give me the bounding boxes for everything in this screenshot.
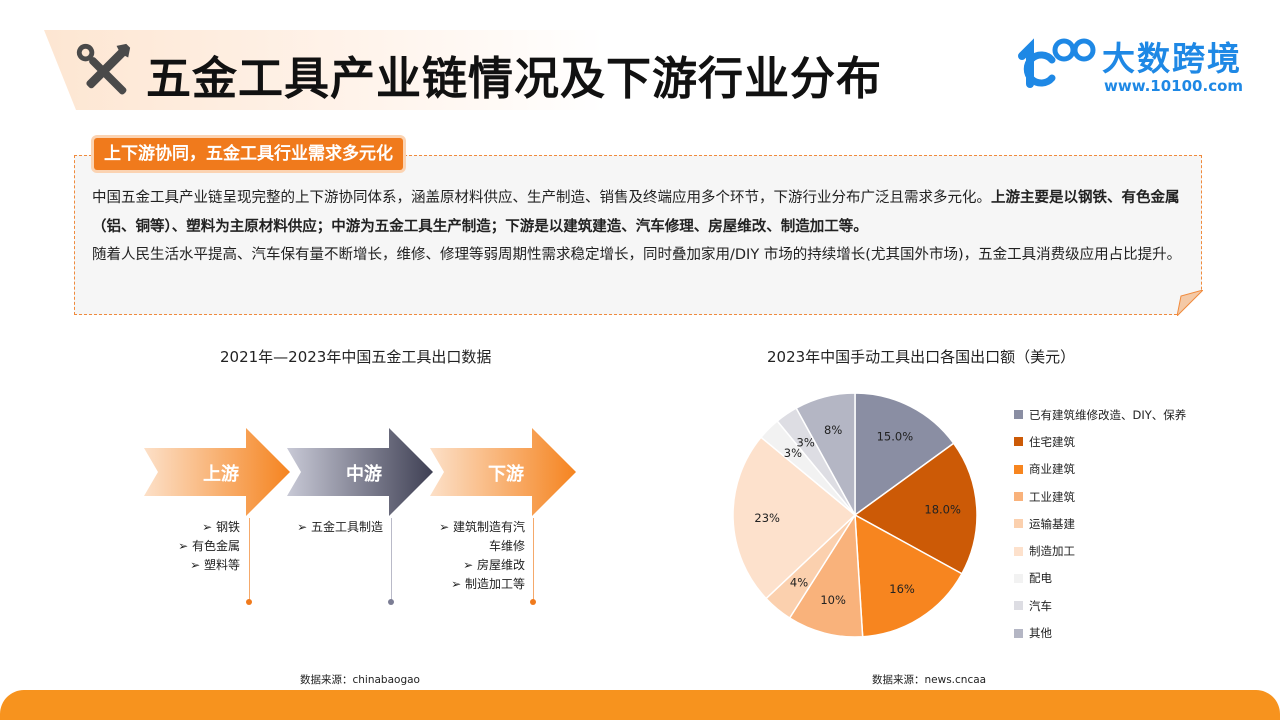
legend-label: 运输基建: [1029, 516, 1075, 531]
legend-swatch: [1014, 601, 1023, 611]
pie-slice-label: 23%: [754, 511, 780, 525]
legend-label: 汽车: [1029, 598, 1052, 613]
legend-item: 配电: [1014, 565, 1186, 592]
legend-swatch: [1014, 628, 1023, 638]
midstream-items: ➢ 五金工具制造: [297, 518, 383, 537]
pie-chart-title: 2023年中国手动工具出口各国出口额（美元）: [767, 348, 1076, 366]
legend-item: 制造加工: [1014, 537, 1186, 564]
legend-item: 其他: [1014, 619, 1186, 646]
title-band: [44, 30, 604, 110]
legend-label: 住宅建筑: [1029, 434, 1075, 449]
list-item: ➢ 钢铁: [202, 520, 240, 534]
stage-label-downstream: 下游: [488, 464, 524, 485]
legend-label: 制造加工: [1029, 544, 1075, 559]
pie-slice: [854, 513, 963, 638]
legend-swatch: [1014, 492, 1023, 502]
legend-swatch: [1014, 464, 1023, 474]
pie-slice-label: 18.0%: [924, 502, 961, 516]
upstream-items: ➢ 钢铁 ➢ 有色金属 ➢ 塑料等: [178, 518, 240, 575]
page-fold-icon: [1177, 290, 1203, 316]
upstream-connector: [249, 518, 250, 602]
list-item: ➢ 有色金属: [178, 539, 240, 553]
list-item: 车维修: [488, 539, 525, 553]
summary-para1-bold: 上游主要是以钢铁、有色金属（铝、铜等）、塑料为主原材料供应；中游为五金工具生产制…: [92, 190, 1180, 235]
summary-box: [74, 155, 1203, 316]
legend-swatch: [1014, 410, 1023, 420]
brand-logo: [1018, 38, 1096, 88]
brand-url: www.10100.com: [1104, 77, 1244, 95]
legend-item: 住宅建筑: [1014, 428, 1186, 455]
list-item: ➢ 房屋维改: [463, 558, 525, 572]
footer-bar: [0, 690, 1280, 720]
legend-label: 其他: [1029, 626, 1052, 641]
downstream-items: ➢ 建筑制造有汽 车维修 ➢ 房屋维改 ➢ 制造加工等: [439, 518, 525, 594]
legend-item: 运输基建: [1014, 510, 1186, 537]
legend-item: 工业建筑: [1014, 483, 1186, 510]
pie-slice-label: 16%: [889, 582, 915, 596]
pie-slice: [854, 392, 955, 517]
page-title: 五金工具产业链情况及下游行业分布: [146, 52, 883, 105]
pie-slice: [732, 436, 857, 600]
summary-para1-plain: 中国五金工具产业链呈现完整的上下游协同体系，涵盖原材料供应、生产制造、销售及终端…: [92, 190, 991, 206]
summary-tag: 上下游协同，五金工具行业需求多元化: [94, 138, 403, 170]
midstream-connector: [391, 518, 392, 602]
pie-slice-label: 3%: [784, 446, 802, 460]
summary-text: 中国五金工具产业链呈现完整的上下游协同体系，涵盖原材料供应、生产制造、销售及终端…: [92, 184, 1188, 270]
list-item: ➢ 制造加工等: [451, 577, 525, 591]
pie-slice: [853, 442, 978, 575]
pie-slice: [788, 512, 864, 638]
legend-swatch: [1014, 519, 1023, 529]
legend-item: 汽车: [1014, 592, 1186, 619]
legend-label: 商业建筑: [1029, 462, 1075, 477]
summary-para2: 随着人民生活水平提高、汽车保有量不断增长，维修、修理等弱周期性需求稳定增长，同时…: [92, 247, 1182, 263]
left-source: 数据来源：chinabaogao: [300, 674, 420, 686]
pie-slice-label: 8%: [824, 423, 842, 437]
brand-name: 大数跨境: [1102, 39, 1242, 78]
downstream-dot: [530, 599, 536, 605]
legend-label: 工业建筑: [1029, 489, 1075, 504]
left-chart-title: 2021年—2023年中国五金工具出口数据: [220, 348, 492, 366]
upstream-arrow: [144, 428, 290, 516]
downstream-arrow: [430, 428, 576, 516]
pie-slice-label: 15.0%: [877, 430, 914, 444]
pie-chart: 15.0% 18.0% 16% 10% 4% 23% 3%3% 8%: [732, 392, 978, 638]
legend-label: 配电: [1029, 571, 1052, 586]
legend-swatch: [1014, 546, 1023, 556]
pie-legend: 已有建筑维修改造、DIY、保养 住宅建筑商业建筑工业建筑运输基建制造加工配电汽车其…: [1014, 401, 1186, 647]
pie-slice: [795, 392, 856, 516]
midstream-arrow: [287, 428, 433, 516]
midstream-dot: [388, 599, 394, 605]
upstream-dot: [246, 599, 252, 605]
pie-slice-label: 4%: [790, 576, 808, 590]
tools-icon: [76, 43, 131, 95]
stage-label-midstream: 中游: [346, 464, 382, 485]
stage-label-upstream: 上游: [203, 464, 239, 485]
list-item: ➢ 五金工具制造: [297, 520, 383, 534]
legend-item: 已有建筑维修改造、DIY、保养: [1014, 401, 1186, 428]
legend-swatch: [1014, 437, 1023, 447]
list-item: ➢ 塑料等: [190, 558, 240, 572]
pie-slice-label: 10%: [820, 593, 846, 607]
legend-item: 商业建筑: [1014, 456, 1186, 483]
legend-label: 已有建筑维修改造、DIY、保养: [1029, 407, 1187, 422]
downstream-connector: [533, 518, 534, 602]
pie-source: 数据来源：news.cncaa: [872, 674, 987, 686]
pie-slice-label: 3%: [797, 435, 815, 449]
legend-swatch: [1014, 573, 1023, 583]
list-item: ➢ 建筑制造有汽: [439, 520, 525, 534]
